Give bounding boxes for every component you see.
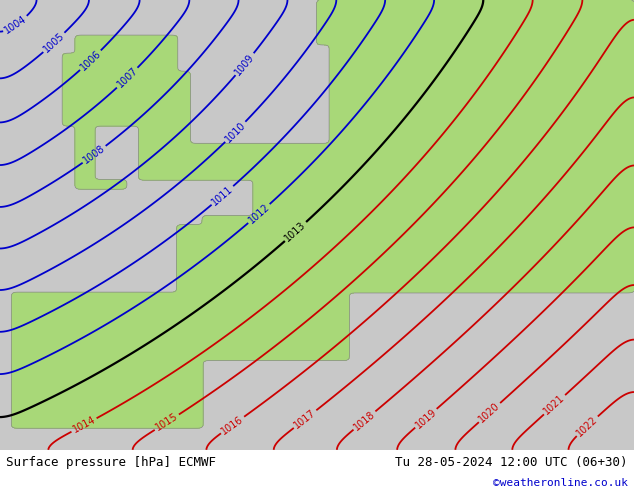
Text: 1008: 1008	[81, 143, 107, 166]
Text: Tu 28-05-2024 12:00 UTC (06+30): Tu 28-05-2024 12:00 UTC (06+30)	[395, 456, 628, 469]
Text: 1009: 1009	[233, 51, 256, 77]
Text: 1007: 1007	[115, 66, 139, 90]
Text: 1005: 1005	[42, 30, 67, 54]
Text: 1015: 1015	[154, 412, 180, 433]
Text: 1004: 1004	[3, 14, 29, 36]
Text: 1017: 1017	[292, 408, 318, 431]
Text: 1021: 1021	[542, 393, 567, 416]
Text: 1011: 1011	[210, 184, 235, 207]
Text: ©weatheronline.co.uk: ©weatheronline.co.uk	[493, 478, 628, 488]
Text: 1020: 1020	[477, 401, 502, 424]
Text: Surface pressure [hPa] ECMWF: Surface pressure [hPa] ECMWF	[6, 456, 216, 469]
Text: 1019: 1019	[413, 406, 439, 430]
Text: 1022: 1022	[574, 414, 600, 438]
Text: 1018: 1018	[352, 409, 377, 432]
Text: 1006: 1006	[78, 49, 103, 73]
Text: 1016: 1016	[220, 414, 245, 436]
Text: 1010: 1010	[223, 120, 247, 144]
Text: 1013: 1013	[283, 220, 308, 244]
Text: 1014: 1014	[71, 415, 97, 435]
Text: 1012: 1012	[247, 202, 271, 225]
